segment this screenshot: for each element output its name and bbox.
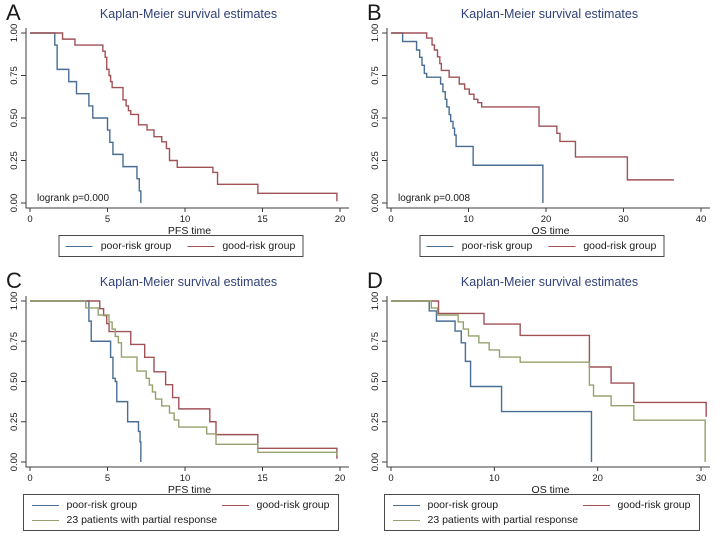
legend-d: poor-risk group good-risk group 23 patie… [383, 494, 700, 531]
svg-text:0.75: 0.75 [9, 66, 20, 85]
legend-entry: poor-risk group [65, 240, 172, 252]
legend-label: 23 patients with partial response [427, 514, 579, 526]
svg-text:20: 20 [541, 214, 552, 225]
legend-entry: poor-risk group [392, 499, 579, 511]
svg-text:logrank p=0.000: logrank p=0.000 [37, 193, 109, 204]
svg-text:15: 15 [257, 214, 268, 225]
km-plot-c: 0.00 0.25 0.50 0.75 1.00 0 5 10 15 20 PFS time [9, 292, 349, 496]
legend-entry: good-risk group [221, 499, 330, 511]
svg-text:0.25: 0.25 [370, 413, 381, 432]
svg-text:0: 0 [388, 214, 393, 225]
km-plot-d: 0.00 0.25 0.50 0.75 1.00 0 10 20 30 OS time [370, 292, 710, 496]
legend-label: good-risk group [583, 240, 657, 252]
svg-text:20: 20 [335, 214, 346, 225]
svg-text:0.75: 0.75 [9, 332, 20, 351]
legend-entry: poor-risk group [426, 240, 533, 252]
svg-text:40: 40 [696, 214, 707, 225]
legend-line-sample [31, 504, 59, 506]
legend-entry: good-risk group [582, 499, 691, 511]
legend-b: poor-risk group good-risk group [419, 235, 664, 257]
svg-text:0: 0 [27, 214, 32, 225]
svg-text:5: 5 [105, 473, 110, 484]
legend-entry: good-risk group [187, 240, 295, 252]
legend-line-sample [31, 519, 59, 521]
svg-text:1.00: 1.00 [9, 292, 20, 311]
svg-text:10: 10 [180, 214, 191, 225]
chart-title: Kaplan-Meier survival estimates [460, 275, 639, 289]
legend-c: poor-risk group good-risk group 23 patie… [22, 494, 339, 531]
svg-text:0.75: 0.75 [370, 332, 381, 351]
legend-line-sample [392, 504, 420, 506]
panel-letter-a: A [6, 0, 21, 25]
svg-text:0.00: 0.00 [370, 194, 381, 213]
legend-label: poor-risk group [100, 240, 172, 252]
svg-text:0.25: 0.25 [9, 413, 20, 432]
legend-label: 23 patients with partial response [66, 514, 218, 526]
legend-line-sample [65, 245, 93, 247]
svg-text:1.00: 1.00 [370, 292, 381, 311]
km-panel-a: A Kaplan-Meier survival estimates 0.00 0.… [0, 0, 361, 268]
km-panel-b: B Kaplan-Meier survival estimates 0.00 0.… [361, 0, 722, 268]
svg-text:OS time: OS time [532, 484, 570, 496]
chart-title: Kaplan-Meier survival estimates [99, 275, 278, 289]
svg-text:logrank p=0.008: logrank p=0.008 [398, 193, 470, 204]
svg-text:10: 10 [463, 214, 474, 225]
svg-text:0.25: 0.25 [9, 151, 20, 170]
svg-text:1.00: 1.00 [9, 24, 20, 43]
svg-text:30: 30 [618, 214, 629, 225]
chart-title: Kaplan-Meier survival estimates [460, 7, 639, 21]
svg-text:0.00: 0.00 [370, 453, 381, 472]
legend-label: poor-risk group [427, 499, 499, 511]
svg-text:0: 0 [27, 473, 32, 484]
svg-text:15: 15 [257, 473, 268, 484]
legend-line-sample [582, 504, 610, 506]
svg-text:OS time: OS time [532, 225, 570, 237]
legend-label: good-risk group [222, 240, 296, 252]
legend-entry: poor-risk group [31, 499, 218, 511]
svg-text:10: 10 [180, 473, 191, 484]
svg-text:5: 5 [105, 214, 110, 225]
legend-entry: 23 patients with partial response [392, 514, 579, 526]
legend-a: poor-risk group good-risk group [58, 235, 303, 257]
svg-text:1.00: 1.00 [370, 24, 381, 43]
legend-label: good-risk group [617, 499, 691, 511]
svg-text:0.75: 0.75 [370, 66, 381, 85]
km-panel-d: D Kaplan-Meier survival estimates 0.00 0.… [361, 268, 722, 536]
panel-letter-c: C [6, 268, 22, 293]
svg-text:0.50: 0.50 [370, 372, 381, 391]
legend-line-sample [392, 519, 420, 521]
legend-label: poor-risk group [66, 499, 138, 511]
svg-text:0.00: 0.00 [9, 194, 20, 213]
svg-text:30: 30 [696, 473, 707, 484]
panel-letter-b: B [367, 0, 382, 25]
legend-entry: good-risk group [548, 240, 656, 252]
legend-line-sample [426, 245, 454, 247]
svg-text:20: 20 [335, 473, 346, 484]
legend-entry: 23 patients with partial response [31, 514, 218, 526]
svg-text:0.50: 0.50 [9, 372, 20, 391]
svg-text:0.50: 0.50 [9, 109, 20, 128]
svg-text:10: 10 [489, 473, 500, 484]
legend-label: poor-risk group [461, 240, 533, 252]
svg-text:20: 20 [592, 473, 603, 484]
km-plot-b: 0.00 0.25 0.50 0.75 1.00 0 10 20 30 40 OS time logr… [370, 24, 710, 237]
legend-line-sample [187, 245, 215, 247]
svg-text:0.00: 0.00 [9, 453, 20, 472]
svg-text:0.25: 0.25 [370, 151, 381, 170]
legend-line-sample [221, 504, 249, 506]
panel-letter-d: D [367, 268, 383, 293]
svg-text:PFS time: PFS time [168, 225, 211, 237]
km-plot-a: 0.00 0.25 0.50 0.75 1.00 0 5 10 15 20 PFS time logr… [9, 24, 349, 237]
km-panel-c: C Kaplan-Meier survival estimates 0.00 0.… [0, 268, 361, 536]
svg-text:PFS time: PFS time [168, 484, 211, 496]
chart-title: Kaplan-Meier survival estimates [99, 7, 278, 21]
svg-text:0.50: 0.50 [370, 109, 381, 128]
legend-label: good-risk group [256, 499, 330, 511]
svg-text:0: 0 [388, 473, 393, 484]
legend-line-sample [548, 245, 576, 247]
